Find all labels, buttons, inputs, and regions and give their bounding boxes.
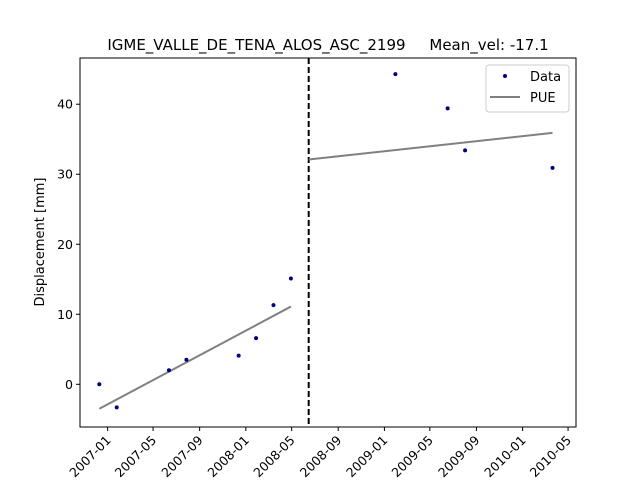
x-tick-label: 2008-09 xyxy=(297,432,345,480)
axes-frame xyxy=(79,57,577,428)
x-tick-label: 2009-09 xyxy=(435,432,483,480)
x-tick-label: 2007-01 xyxy=(66,433,114,480)
legend: Data PUE xyxy=(485,64,570,113)
x-tick-label: 2010-05 xyxy=(527,433,575,480)
data-point xyxy=(97,382,102,387)
plot-area xyxy=(97,58,555,427)
x-tick-label: 2009-01 xyxy=(343,433,391,480)
data-point xyxy=(463,148,468,153)
x-tick-label: 2007-05 xyxy=(112,433,160,480)
x-tick-label: 2008-01 xyxy=(204,433,252,480)
x-tick-label: 2007-09 xyxy=(158,432,206,480)
x-tick-label: 2008-05 xyxy=(250,433,298,480)
y-tick-label: 40 xyxy=(57,97,73,112)
data-point xyxy=(114,405,119,410)
data-point xyxy=(254,336,259,341)
data-point xyxy=(445,106,450,111)
chart-title: IGME_VALLE_DE_TENA_ALOS_ASC_2199 Mean_ve… xyxy=(107,36,548,55)
y-axis: 0 10 20 30 40 xyxy=(57,97,80,392)
fit-line-segment xyxy=(308,131,553,161)
y-tick-label: 10 xyxy=(57,307,73,322)
data-point xyxy=(393,72,398,77)
legend-fit-label: PUE xyxy=(530,91,556,106)
data-point xyxy=(288,276,293,281)
y-tick-label: 30 xyxy=(57,167,73,182)
x-tick-label: 2010-01 xyxy=(481,433,529,480)
data-point xyxy=(184,357,189,362)
y-tick-label: 0 xyxy=(65,377,73,392)
data-point xyxy=(166,368,171,373)
data-point xyxy=(550,165,555,170)
legend-data-label: Data xyxy=(530,70,561,85)
data-point xyxy=(236,353,241,358)
y-tick-label: 20 xyxy=(57,237,73,252)
legend-data-marker xyxy=(503,74,507,78)
y-axis-label: Displacement [mm] xyxy=(33,178,48,307)
data-point xyxy=(271,303,276,308)
x-tick-label: 2009-05 xyxy=(388,433,436,480)
fit-line-segment xyxy=(98,305,292,410)
